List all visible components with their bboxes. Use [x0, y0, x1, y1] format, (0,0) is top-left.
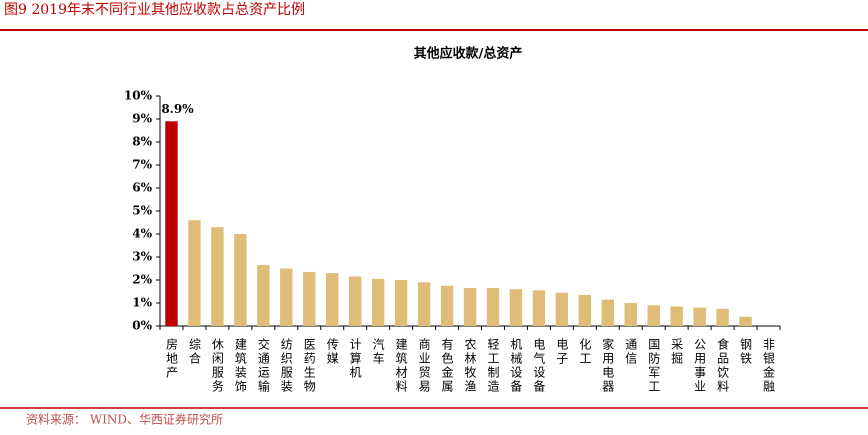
- bar: [555, 292, 569, 326]
- bar: [509, 289, 523, 326]
- x-tick-label: 休闲服务: [210, 338, 224, 394]
- y-tick-label: 9%: [132, 112, 152, 126]
- bar: [532, 290, 546, 326]
- x-tick-label: 医药生物: [302, 338, 316, 394]
- value-label: 8.9%: [161, 102, 194, 116]
- bar: [624, 303, 637, 326]
- x-tick-label: 建筑材料: [394, 338, 408, 394]
- x-tick-label: 交通运输: [256, 337, 270, 394]
- bar: [578, 294, 592, 326]
- bar: [303, 271, 316, 326]
- x-tick-label: 有色金属: [440, 338, 454, 394]
- x-tick-label: 汽车: [371, 337, 385, 366]
- bar: [234, 234, 247, 326]
- bar: [348, 276, 362, 326]
- source: 资料来源： WIND、华西证券研究所: [26, 412, 223, 427]
- x-tick-label: 非银金融: [762, 338, 776, 394]
- bar: [739, 316, 752, 326]
- x-tick-label: 纺织服装: [279, 338, 293, 394]
- y-tick-label: 3%: [132, 250, 152, 264]
- y-tick-label: 8%: [132, 135, 152, 149]
- y-tick-label: 0%: [132, 319, 152, 333]
- x-tick-label: 建筑装饰: [233, 338, 247, 394]
- bar: [371, 278, 385, 326]
- bar: [280, 268, 293, 326]
- bar: [257, 265, 270, 326]
- bar: [693, 307, 706, 326]
- bar: [417, 282, 431, 326]
- bar: [716, 308, 729, 326]
- bar: [326, 273, 339, 326]
- x-tick-label: 农林牧渔: [463, 338, 477, 394]
- x-tick-label: 传媒: [325, 337, 339, 366]
- x-tick-label: 公用事业: [693, 338, 707, 394]
- bar: [394, 280, 408, 326]
- y-tick-label: 5%: [132, 204, 152, 218]
- x-tick-label: 计算机: [348, 338, 362, 380]
- bar: [486, 288, 500, 326]
- x-tick-label: 通信: [624, 338, 638, 366]
- x-tick-label: 轻工制造: [486, 338, 500, 394]
- x-tick-label: 钢铁: [739, 338, 753, 366]
- y-tick-label: 6%: [132, 181, 152, 195]
- x-tick-label: 商业贸易: [417, 337, 431, 394]
- x-tick-label: 机械设备: [509, 338, 523, 394]
- x-tick-label: 电气设备: [532, 338, 546, 394]
- y-tick-label: 7%: [132, 158, 152, 172]
- bar: [440, 285, 454, 326]
- chart-title: 其他应收款/总资产: [414, 46, 523, 62]
- bar: [601, 299, 614, 326]
- x-tick-label: 房地产: [164, 337, 178, 380]
- figure-title: 图9 2019年末不同行业其他应收款占总资产比例: [4, 1, 305, 18]
- x-tick-label: 家用电器: [601, 337, 615, 394]
- bar: [165, 121, 178, 326]
- x-tick-label: 国防军工: [647, 338, 661, 394]
- bar: [670, 306, 683, 326]
- y-tick-label: 1%: [132, 296, 152, 310]
- bar: [188, 220, 201, 326]
- x-tick-label: 化工: [578, 338, 592, 366]
- x-tick-label: 采掘: [670, 338, 684, 366]
- y-tick-label: 10%: [124, 89, 153, 103]
- x-tick-label: 电子: [555, 338, 569, 366]
- y-tick-label: 4%: [132, 227, 152, 241]
- bar: [647, 305, 660, 326]
- y-tick-label: 2%: [132, 273, 152, 287]
- x-tick-label: 综合: [187, 338, 201, 366]
- bar: [463, 288, 477, 326]
- bar: [211, 227, 224, 326]
- x-tick-label: 食品饮料: [716, 337, 730, 394]
